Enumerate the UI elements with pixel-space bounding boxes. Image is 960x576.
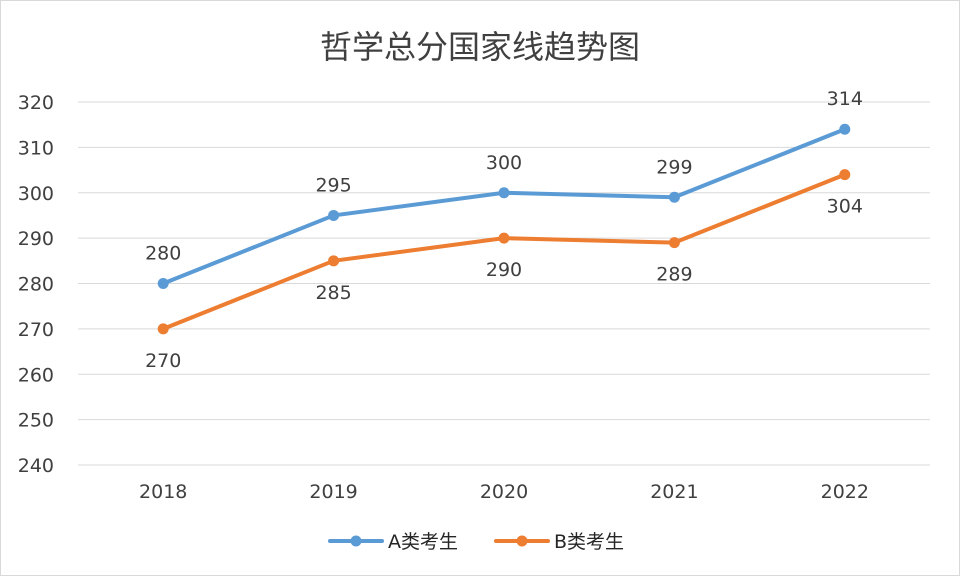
data-label: 314 bbox=[827, 88, 863, 110]
x-tick-label: 2019 bbox=[309, 481, 357, 503]
legend-item[interactable]: A类考生 bbox=[328, 531, 458, 553]
x-tick-label: 2020 bbox=[480, 481, 528, 503]
data-label: 300 bbox=[486, 152, 522, 174]
data-label: 289 bbox=[656, 264, 692, 286]
x-tick-label: 2021 bbox=[650, 481, 698, 503]
data-label: 299 bbox=[656, 156, 692, 178]
y-tick-label: 260 bbox=[18, 364, 54, 386]
data-label: 304 bbox=[827, 196, 863, 218]
data-label: 295 bbox=[315, 174, 351, 196]
y-tick-label: 240 bbox=[18, 455, 54, 477]
series-lines bbox=[157, 123, 851, 335]
series-a bbox=[157, 123, 851, 289]
data-label: 290 bbox=[486, 259, 522, 281]
y-tick-label: 310 bbox=[18, 137, 54, 159]
series-b bbox=[157, 169, 851, 335]
y-tick-label: 270 bbox=[18, 319, 54, 341]
x-tick-label: 2018 bbox=[139, 481, 187, 503]
data-point bbox=[839, 123, 851, 135]
legend[interactable]: A类考生 B类考生 bbox=[328, 531, 624, 553]
data-labels: 280 295 300 299 314 270 285 290 289 304 bbox=[145, 88, 863, 372]
x-tick-label: 2022 bbox=[821, 481, 869, 503]
data-point bbox=[328, 255, 340, 267]
chart-title: 哲学总分国家线趋势图 bbox=[320, 28, 640, 66]
legend-label: B类考生 bbox=[554, 531, 624, 553]
data-point bbox=[328, 209, 340, 221]
data-label: 270 bbox=[145, 350, 181, 372]
y-tick-label: 280 bbox=[18, 274, 54, 296]
data-point bbox=[498, 187, 510, 199]
legend-marker-icon bbox=[516, 535, 528, 547]
y-tick-label: 320 bbox=[18, 92, 54, 114]
data-point bbox=[668, 191, 680, 203]
data-label: 280 bbox=[145, 243, 181, 265]
y-tick-label: 300 bbox=[18, 183, 54, 205]
data-point bbox=[157, 323, 169, 335]
x-axis-ticks: 2018 2019 2020 2021 2022 bbox=[139, 481, 869, 503]
legend-marker-icon bbox=[350, 535, 362, 547]
y-tick-label: 250 bbox=[18, 410, 54, 432]
y-tick-label: 290 bbox=[18, 228, 54, 250]
data-label: 285 bbox=[315, 282, 351, 304]
y-axis-ticks: 240 250 260 270 280 290 300 310 320 bbox=[18, 92, 54, 477]
data-point bbox=[668, 237, 680, 249]
legend-label: A类考生 bbox=[388, 531, 458, 553]
data-point bbox=[157, 278, 169, 289]
data-point bbox=[839, 169, 851, 181]
legend-item[interactable]: B类考生 bbox=[494, 531, 624, 553]
data-point bbox=[498, 232, 510, 244]
